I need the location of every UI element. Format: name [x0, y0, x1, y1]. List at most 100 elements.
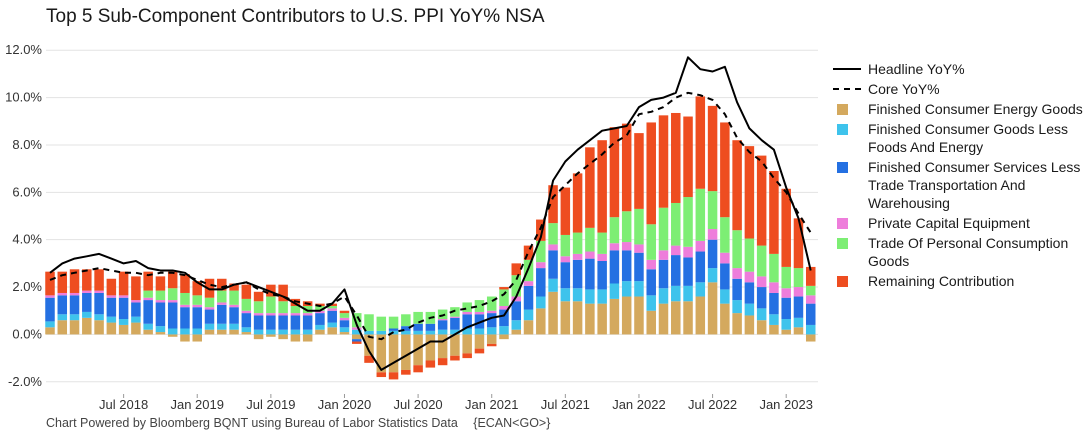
bar-segment — [646, 224, 656, 260]
y-tick-label: 4.0% — [12, 232, 42, 247]
legend-label: Finished Consumer Services Less Trade Tr… — [868, 159, 1081, 211]
bar-segment — [585, 147, 595, 228]
bar-segment — [131, 302, 141, 317]
bar-segment — [621, 281, 632, 297]
legend-item: Finished Consumer Services Less Trade Tr… — [833, 158, 1083, 212]
bar-segment — [69, 314, 80, 321]
bar-segment — [486, 327, 497, 335]
bar-segment — [94, 290, 104, 293]
bar-segment — [646, 259, 656, 270]
bar-segment — [805, 266, 816, 286]
bar-segment — [609, 283, 620, 299]
bar-segment — [499, 334, 509, 340]
bar-segment — [204, 329, 215, 335]
bar-segment — [69, 320, 80, 335]
legend-label: Trade Of Personal Consumption Goods — [868, 235, 1069, 269]
bar-segment — [450, 355, 460, 361]
bar-segment — [805, 334, 816, 342]
y-tick-label: 6.0% — [12, 184, 42, 199]
bar-segment — [413, 330, 423, 335]
bar-segment — [744, 146, 755, 239]
bar-segment — [241, 332, 252, 335]
bar-segment — [69, 292, 80, 296]
bar-segment — [585, 251, 595, 259]
bar-segment — [376, 372, 387, 378]
x-tick-label: Jan 2022 — [612, 397, 666, 412]
bar-segment — [523, 309, 534, 321]
bar-segment — [560, 288, 571, 302]
bar-segment — [352, 339, 362, 342]
bar-segment — [155, 332, 166, 335]
bar-segment — [756, 276, 767, 288]
bar-segment — [241, 327, 252, 333]
legend-swatch — [833, 68, 861, 70]
bar-segment — [474, 334, 485, 349]
legend-item: Trade Of Personal Consumption Goods — [833, 234, 1083, 270]
bar-segment — [143, 271, 153, 291]
bar-segment — [327, 303, 337, 306]
bar-segment — [266, 296, 276, 314]
bar-segment — [437, 320, 448, 330]
bar-segment — [401, 334, 411, 370]
bar-segment — [511, 329, 522, 335]
bar-segment — [646, 122, 656, 225]
source-note: Chart Powered by Bloomberg BQNT using Bu… — [46, 416, 550, 430]
bar-segment — [695, 188, 706, 241]
bar-segment — [278, 329, 288, 335]
bar-segment — [744, 315, 755, 335]
bar-segment — [204, 307, 215, 310]
legend-label: Private Capital Equipment — [868, 215, 1030, 231]
bar-segment — [634, 281, 644, 297]
bar-segment — [352, 327, 362, 330]
bar-segment — [327, 327, 337, 335]
bar-segment — [253, 291, 264, 302]
bar-segment — [486, 313, 497, 328]
bar-segment — [327, 308, 337, 311]
bar-segment — [585, 258, 595, 290]
bar-segment — [474, 314, 485, 329]
bar-segment — [450, 329, 460, 335]
source-text: Chart Powered by Bloomberg BQNT using Bu… — [46, 416, 458, 430]
bar-segment — [229, 290, 239, 305]
bar-segment — [511, 263, 522, 276]
bar-segment — [621, 242, 632, 251]
y-tick-label: 2.0% — [12, 279, 42, 294]
bar-segment — [155, 276, 166, 291]
bar-segment — [486, 296, 497, 311]
bar-segment — [180, 334, 190, 342]
bar-segment — [167, 334, 178, 337]
x-tick-label: Jan 2021 — [465, 397, 519, 412]
bar-segment — [744, 271, 755, 283]
bar-segment — [499, 306, 509, 310]
bar-segment — [204, 309, 215, 324]
bar-segment — [217, 278, 227, 291]
bar-segment — [364, 330, 374, 335]
bar-segment — [756, 320, 767, 335]
y-tick-label: 12.0% — [5, 42, 42, 57]
bar-segment — [769, 253, 779, 283]
bar-segment — [671, 112, 681, 203]
bar-segment — [744, 303, 755, 316]
legend-swatch — [837, 238, 848, 249]
bar-segment — [720, 303, 730, 335]
bar-segment — [180, 292, 190, 305]
bar-segment — [769, 282, 779, 293]
bar-segment — [437, 334, 448, 359]
bar-segment — [793, 327, 804, 335]
bar-segment — [57, 295, 68, 315]
bar-segment — [57, 271, 68, 293]
bar-segment — [474, 328, 485, 335]
bar-segment — [425, 360, 436, 368]
bar-segment — [45, 295, 55, 298]
core-yoy-line — [49, 91, 812, 341]
y-tick-label: 10.0% — [5, 90, 42, 105]
bar-segment — [609, 127, 620, 218]
bar-segment — [646, 295, 656, 311]
bar-segment — [744, 282, 755, 304]
bar-segment — [756, 308, 767, 321]
bar-segment — [180, 304, 190, 308]
bar-segment — [805, 285, 816, 296]
bar-segment — [499, 287, 509, 290]
bar-segment — [658, 115, 669, 208]
bar-segment — [253, 334, 264, 340]
